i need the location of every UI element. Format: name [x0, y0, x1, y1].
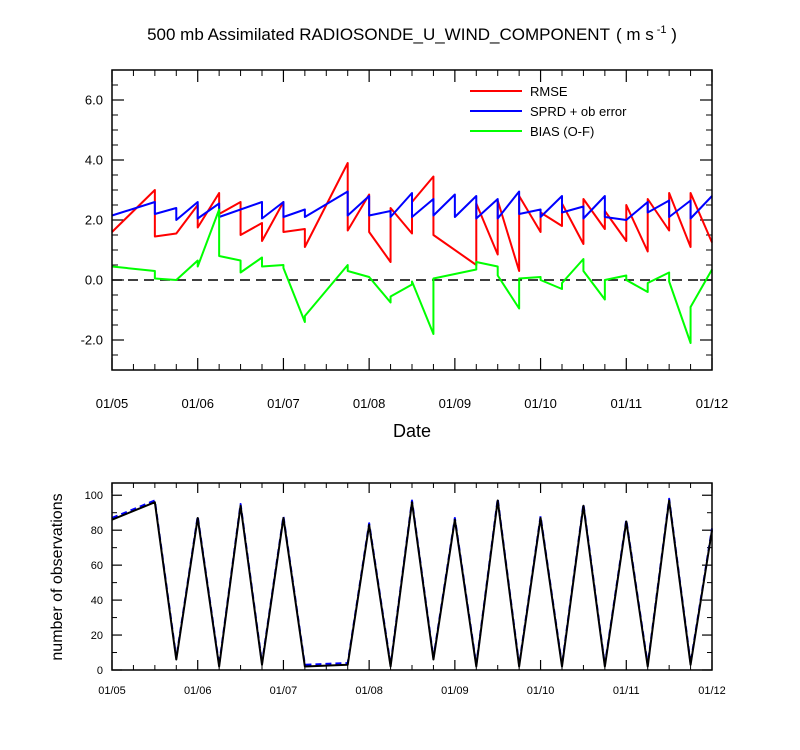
bottom-plot-frame	[111, 482, 713, 671]
x-tick-label: 01/05	[96, 396, 129, 411]
y-tick-label: 2.0	[85, 213, 103, 228]
series-line-total	[111, 497, 713, 666]
series-line-sprd-ob-error	[111, 190, 713, 221]
x-tick-label: 01/06	[184, 685, 212, 697]
chart-title-units: ( m s	[616, 25, 654, 44]
x-tick-label: 01/10	[524, 396, 557, 411]
top-axes: 01/05 01/06 01/07 01/08 01/09 01/10 01/11 01/12…	[81, 69, 729, 411]
y-tick-label: 20	[91, 630, 103, 642]
y-tick-label: -2.0	[81, 333, 103, 348]
x-tick-label: 01/10	[527, 685, 555, 697]
y-tick-label: 4.0	[85, 153, 103, 168]
x-tick-label: 01/09	[439, 396, 472, 411]
y-tick-label: 80	[91, 525, 103, 537]
bottom-series-group	[111, 497, 713, 668]
chart-title-units-close: )	[667, 25, 677, 44]
chart-title: 500 mb Assimilated RADIOSONDE_U_WIND_COM…	[147, 24, 677, 44]
x-tick-label: 01/12	[698, 685, 726, 697]
x-tick-label: 01/06	[181, 396, 214, 411]
legend-label: RMSE	[530, 84, 568, 99]
x-tick-label: 01/05	[98, 685, 126, 697]
series-line-rmse	[111, 162, 713, 272]
x-axis-label: Date	[393, 421, 431, 441]
chart-title-main: 500 mb Assimilated RADIOSONDE_U_WIND_COM…	[147, 25, 610, 44]
x-tick-label: 01/08	[353, 396, 386, 411]
x-tick-label: 01/11	[613, 685, 640, 697]
y-axis-label-observations: number of observations	[49, 493, 66, 660]
y-tick-label: 0.0	[85, 273, 103, 288]
y-tick-label: 40	[91, 595, 103, 607]
y-tick-label: 6.0	[85, 93, 103, 108]
wind-component-chart: 500 mb Assimilated RADIOSONDE_U_WIND_COM…	[81, 24, 729, 441]
series-line-bias-o-f	[111, 208, 713, 344]
y-tick-label: 100	[85, 490, 103, 502]
x-tick-label: 01/07	[270, 685, 298, 697]
legend-label: SPRD + ob error	[530, 104, 627, 119]
legend-label: BIAS (O-F)	[530, 124, 594, 139]
chart-legend: RMSE SPRD + ob error BIAS (O-F)	[470, 84, 627, 139]
x-tick-label: 01/11	[610, 396, 642, 411]
observations-chart: 01/05 01/06 01/07 01/08 01/09 01/10 01/11 01/12…	[49, 482, 726, 697]
x-tick-label: 01/08	[355, 685, 383, 697]
bottom-axes: 01/05 01/06 01/07 01/08 01/09 01/10 01/11 01/12…	[85, 483, 726, 697]
chart-title-units-exponent: -1	[657, 24, 667, 36]
x-tick-label: 01/12	[696, 396, 729, 411]
x-tick-label: 01/07	[267, 396, 300, 411]
top-series-group	[111, 162, 713, 344]
x-tick-label: 01/09	[441, 685, 469, 697]
y-tick-label: 0	[97, 665, 103, 677]
series-line-assimilated	[111, 499, 713, 668]
top-plot-frame	[111, 69, 713, 371]
y-tick-label: 60	[91, 560, 103, 572]
